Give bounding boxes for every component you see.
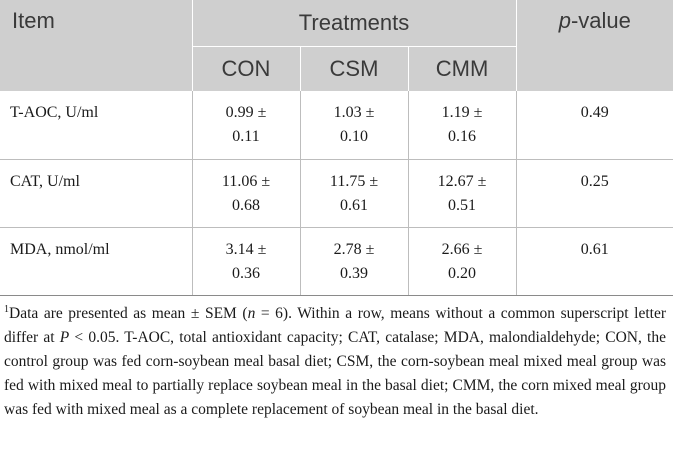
cell-mean: 1.03 ±	[333, 104, 375, 121]
cell-mean: 11.06 ±	[221, 172, 271, 190]
cell-csm: 2.78 ± 0.39	[300, 227, 409, 296]
header-group-csm: CSM	[299, 46, 408, 91]
cell-sem: 0.39	[340, 264, 368, 282]
cell-mean: 2.66 ±	[441, 240, 483, 258]
cell-sem: 0.11	[232, 128, 260, 145]
footnote-part-1: Data are presented as mean ± SEM (	[9, 305, 248, 323]
footnote-p: P	[59, 329, 70, 347]
cell-con: 3.14 ± 0.36	[192, 227, 301, 296]
cell-p-value: 0.25	[516, 159, 673, 228]
cell-cmm: 12.67 ± 0.51	[408, 159, 517, 228]
cell-mean: 1.19 ±	[441, 104, 483, 121]
cell-sem: 0.61	[340, 196, 368, 214]
row-label: T-AOC, U/ml	[0, 91, 193, 160]
header-item: Item	[0, 0, 193, 91]
cell-mean: 0.99 ±	[225, 104, 267, 121]
table-footnote: 1Data are presented as mean ± SEM (n = 6…	[0, 298, 666, 422]
results-table-container: Item Treatments p-value CON CSM CMM T-AO…	[0, 0, 673, 296]
cell-mean: 2.78 ±	[333, 240, 375, 258]
footnote-part-3: < 0.05. T-AOC, total antioxidant capacit…	[4, 329, 666, 419]
cell-sem: 0.68	[232, 196, 260, 214]
cell-sem: 0.16	[448, 128, 477, 145]
footnote-part-2: = 6). Within a row, means without a comm…	[4, 305, 666, 347]
table-header: Item Treatments p-value CON CSM CMM	[0, 0, 673, 91]
cell-sem: 0.20	[448, 264, 477, 282]
header-group-con: CON	[192, 46, 300, 91]
cell-csm: 1.03 ± 0.10	[300, 91, 409, 160]
cell-mean: 12.67 ±	[437, 172, 487, 190]
cell-p-value: 0.49	[516, 91, 673, 160]
header-p-rest: -value	[570, 8, 631, 33]
cell-cmm: 1.19 ± 0.16	[408, 91, 517, 160]
cell-sem: 0.36	[232, 264, 260, 282]
cell-p-value: 0.61	[516, 227, 673, 296]
header-p-value: p-value	[515, 0, 673, 91]
header-treatments: Treatments	[192, 0, 517, 47]
cell-con: 11.06 ± 0.68	[192, 159, 301, 228]
header-p-italic: p	[558, 8, 571, 33]
table-body: T-AOC, U/ml 0.99 ± 0.11 1.03 ± 0.10 1.19 ±…	[0, 91, 673, 296]
header-row-1: Item Treatments p-value	[0, 0, 673, 91]
results-table: Item Treatments p-value CON CSM CMM T-AO…	[0, 0, 673, 296]
row-label: MDA, nmol/ml	[0, 227, 193, 296]
footnote-marker: 1	[4, 304, 9, 315]
table-row: T-AOC, U/ml 0.99 ± 0.11 1.03 ± 0.10 1.19 ±…	[0, 91, 673, 160]
header-group-cmm: CMM	[407, 46, 517, 91]
cell-mean: 11.75 ±	[329, 172, 379, 190]
row-label: CAT, U/ml	[0, 159, 193, 228]
cell-sem: 0.10	[340, 128, 368, 145]
table-row: MDA, nmol/ml 3.14 ± 0.36 2.78 ± 0.39 2.66 …	[0, 227, 673, 296]
header-row-2: CON CSM CMM	[0, 46, 673, 91]
cell-cmm: 2.66 ± 0.20	[408, 227, 517, 296]
cell-mean: 3.14 ±	[225, 240, 267, 258]
cell-sem: 0.51	[448, 196, 477, 214]
cell-con: 0.99 ± 0.11	[192, 91, 301, 160]
footnote-n: n	[247, 305, 256, 323]
cell-csm: 11.75 ± 0.61	[300, 159, 409, 228]
table-row: CAT, U/ml 11.06 ± 0.68 11.75 ± 0.61 12.67 …	[0, 159, 673, 228]
footnote-text: Data are presented as mean ± SEM (n = 6)…	[4, 305, 666, 418]
